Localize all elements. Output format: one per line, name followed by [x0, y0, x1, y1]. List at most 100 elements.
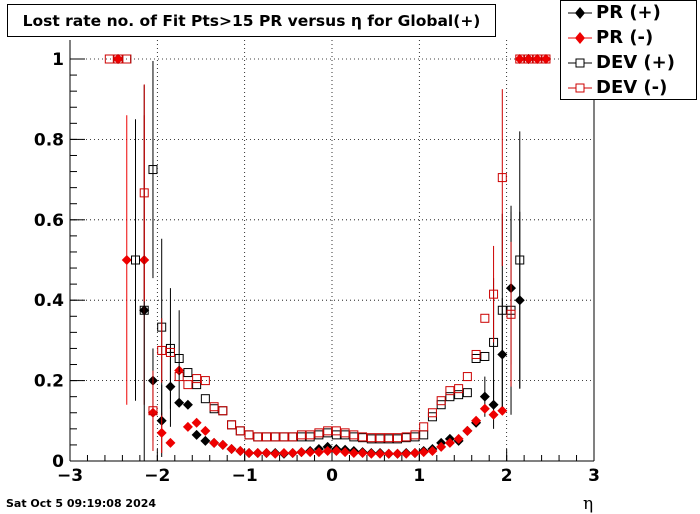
- data-point: [479, 391, 490, 402]
- data-point: [410, 430, 420, 440]
- y-tick-label: 0: [52, 452, 64, 472]
- data-point: [296, 447, 307, 458]
- data-point: [393, 433, 402, 443]
- data-point: [480, 313, 490, 323]
- data-point: [296, 430, 306, 440]
- data-point: [104, 54, 114, 64]
- chart-title: Lost rate no. of Fit Pts>15 PR versus η …: [7, 4, 496, 37]
- data-point: [287, 447, 298, 458]
- data-point: [401, 432, 411, 442]
- data-point: [454, 390, 464, 400]
- x-tick-label: −1: [232, 466, 258, 486]
- data-point: [121, 255, 132, 265]
- data-point: [375, 433, 385, 443]
- data-point: [209, 402, 219, 412]
- data-point: [313, 447, 324, 458]
- data-point: [444, 437, 455, 448]
- x-tick-label: −2: [144, 466, 170, 486]
- data-point: [427, 408, 437, 418]
- x-tick-label: 3: [588, 466, 600, 486]
- data-point: [131, 255, 140, 265]
- data-point: [488, 409, 499, 420]
- data-point: [540, 54, 551, 64]
- y-tick-label: 0.8: [34, 130, 64, 150]
- data-point: [445, 386, 455, 396]
- data-point: [348, 447, 359, 458]
- data-point: [192, 380, 202, 390]
- data-point: [279, 432, 289, 442]
- open-square-marker-icon: [568, 58, 592, 68]
- x-tick-label: 2: [501, 466, 513, 486]
- series-3: [104, 54, 551, 451]
- data-point: [305, 430, 315, 440]
- data-point: [235, 445, 246, 456]
- data-point: [366, 433, 376, 443]
- data-point: [523, 54, 534, 64]
- data-point: [191, 429, 202, 440]
- data-point: [200, 435, 211, 446]
- data-point: [489, 289, 499, 299]
- y-tick-label: 0.2: [34, 372, 64, 392]
- data-point: [453, 433, 464, 444]
- data-point: [148, 165, 158, 175]
- data-point: [419, 422, 429, 432]
- data-point: [383, 448, 394, 459]
- data-point: [122, 54, 132, 64]
- data-point: [454, 384, 464, 394]
- data-point: [445, 392, 455, 402]
- data-point: [191, 417, 202, 428]
- legend-label: DEV (-): [596, 77, 668, 98]
- chart-title-text: Lost rate no. of Fit Pts>15 PR versus η …: [22, 11, 481, 30]
- data-point: [235, 426, 245, 436]
- data-point: [262, 432, 271, 442]
- data-point: [253, 432, 263, 442]
- data-point: [200, 394, 210, 404]
- legend-label: PR (-): [596, 27, 654, 48]
- data-point: [497, 173, 507, 183]
- data-point: [261, 447, 272, 458]
- data-point: [532, 54, 543, 64]
- data-point: [340, 428, 350, 438]
- datestamp: Sat Oct 5 09:19:08 2024: [6, 497, 157, 510]
- data-point: [409, 447, 420, 458]
- data-point: [375, 448, 386, 459]
- data-point: [532, 54, 542, 64]
- data-point: [480, 351, 490, 361]
- data-point: [278, 447, 289, 458]
- data-point: [418, 447, 429, 458]
- data-point: [384, 433, 394, 443]
- data-point: [174, 372, 184, 382]
- data-point: [148, 406, 158, 416]
- data-point: [200, 425, 211, 436]
- data-point: [436, 441, 447, 452]
- data-point: [305, 447, 316, 458]
- data-point: [401, 448, 412, 459]
- grid-lines: [70, 40, 594, 461]
- data-point: [182, 399, 193, 410]
- data-point: [174, 353, 184, 363]
- data-point: [244, 447, 255, 458]
- data-point: [192, 374, 202, 384]
- legend-item-pr-minus: PR (-): [561, 26, 696, 50]
- data-point: [479, 403, 490, 414]
- data-point: [157, 345, 167, 355]
- data-point: [288, 432, 298, 442]
- x-axis-label: η: [583, 494, 594, 514]
- data-point: [471, 349, 481, 359]
- data-point: [357, 447, 368, 458]
- data-point: [462, 372, 472, 382]
- legend: PR (+) PR (-) DEV (+) DEV (-): [560, 0, 697, 100]
- data-point: [218, 406, 228, 416]
- data-point: [541, 54, 551, 64]
- legend-item-pr-plus: PR (+): [561, 1, 696, 25]
- data-point: [349, 430, 359, 440]
- data-point: [515, 54, 525, 64]
- data-point: [139, 188, 149, 198]
- open-square-marker-icon: [568, 83, 592, 93]
- filled-diamond-marker-icon: [568, 7, 592, 19]
- data-point: [514, 54, 525, 64]
- data-point: [323, 426, 333, 436]
- data-point: [331, 445, 342, 456]
- series-1: [113, 54, 551, 459]
- x-tick-label: 1: [413, 466, 425, 486]
